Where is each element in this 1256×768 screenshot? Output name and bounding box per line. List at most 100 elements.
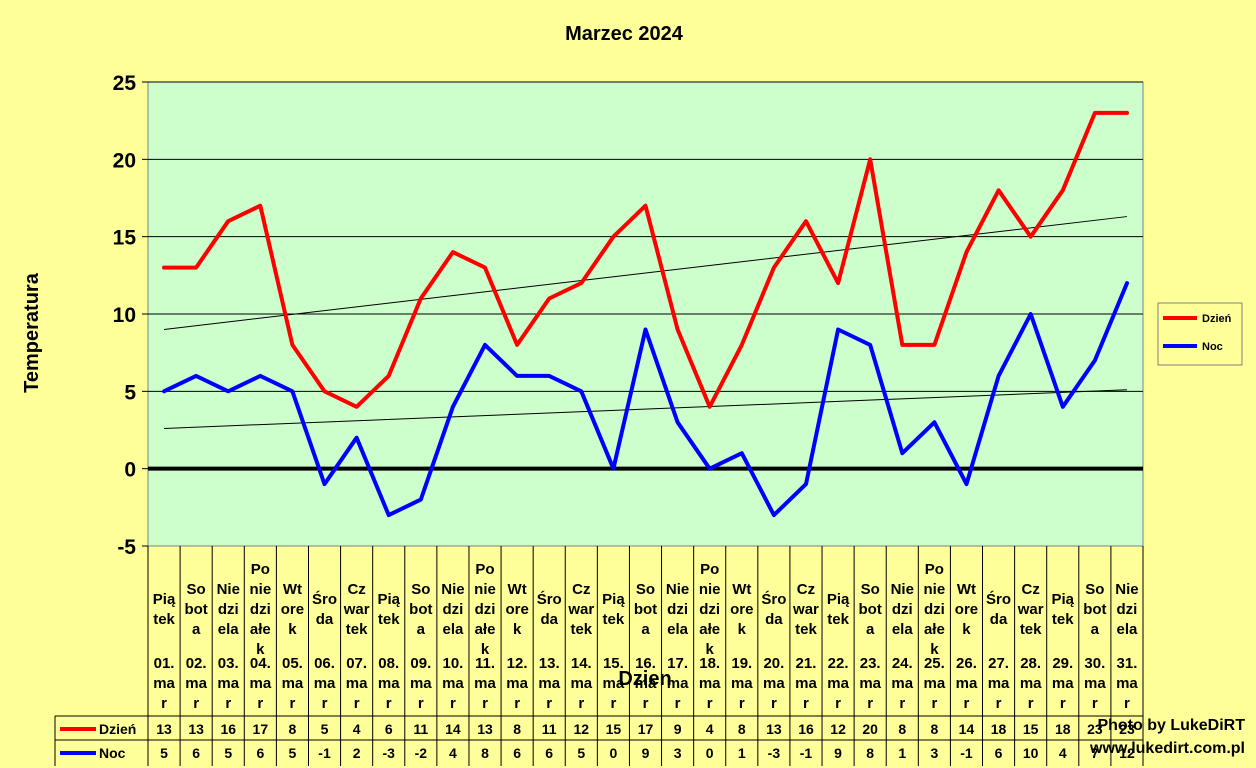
category-tick-label: k [738,621,747,638]
category-tick-label: Pią [153,591,176,608]
table-value-label: 6 [995,745,1003,761]
table-value-label: 11 [413,721,428,737]
category-tick-label: r [739,695,745,712]
category-tick-label: dzi [699,601,720,618]
category-tick-label: a [641,621,650,638]
category-tick-label: Wt [283,581,302,598]
category-tick-label: 22. [828,655,849,672]
category-tick-label: ma [1084,675,1106,692]
y-axis-label: Temperatura [21,272,43,393]
trendlines [163,216,1128,429]
category-tick-label: 18. [699,655,720,672]
category-tick-label: r [675,695,681,712]
series-line-day [162,110,1129,409]
category-tick-label: r [322,695,328,712]
category-tick-label: ma [410,675,432,692]
category-tick-label: ma [891,675,913,692]
category-tick-label: ma [282,675,304,692]
category-tick-label: Wt [732,581,751,598]
category-tick-label: ela [218,621,240,638]
series-lines [162,110,1129,518]
category-tick-label: nie [924,581,946,598]
category-tick-label: k [481,641,490,658]
category-tick-label: r [899,695,905,712]
category-tick-label: Nie [666,581,689,598]
category-tick-label: 10. [442,655,463,672]
table-value-label: 14 [959,721,975,737]
category-tick-label: 04. [250,655,271,672]
category-tick-label: 21. [796,655,817,672]
y-tick-label: -5 [117,536,136,559]
category-tick-label: ma [1116,675,1138,692]
category-tick-label: tek [1020,621,1042,638]
trendline [163,216,1128,330]
category-tick-label: Nie [441,581,464,598]
category-tick-label: war [1017,601,1044,618]
table-value-label: 5 [224,745,232,761]
category-tick-label: a [866,621,875,638]
category-tick-label: Nie [217,581,240,598]
table-value-label: 6 [513,745,521,761]
category-tick-label: k [513,621,522,638]
category-tick-label: ma [185,675,207,692]
category-tick-label: dzi [475,601,496,618]
category-tick-label: ore [730,601,753,618]
category-tick-label: 05. [282,655,303,672]
category-tick-label: r [450,695,456,712]
category-tick-label: r [771,695,777,712]
category-tick-label: ma [442,675,464,692]
table-value-label: 9 [834,745,842,761]
category-tick-label: r [707,695,713,712]
category-tick-label: ma [314,675,336,692]
table-value-label: 9 [642,745,650,761]
table-value-label: -3 [768,745,781,761]
category-tick-label: So [187,581,206,598]
category-tick-label: Cz [347,581,365,598]
category-tick-label: ore [955,601,978,618]
table-value-label: 12 [830,721,846,737]
table-value-label: 8 [898,721,906,737]
table-value-label: 4 [449,745,457,761]
category-tick-label: ma [603,675,625,692]
category-tick-label: Pią [377,591,400,608]
category-tick-label: 26. [956,655,977,672]
y-tick-label: 5 [124,381,136,404]
category-tick-label: r [610,695,616,712]
table-value-label: 8 [866,745,874,761]
category-tick-label: Nie [891,581,914,598]
category-tick-label: ma [988,675,1010,692]
category-tick-label: bot [409,601,432,618]
table-value-label: 6 [385,721,393,737]
category-tick-label: 07. [346,655,367,672]
table-value-label: 20 [862,721,878,737]
table-value-label: 6 [256,745,264,761]
table-value-label: 13 [477,721,493,737]
category-tick-label: r [193,695,199,712]
category-tick-label: ma [378,675,400,692]
category-tick-label: So [861,581,880,598]
category-tick-label: r [835,695,841,712]
category-tick-label: Po [251,561,270,578]
category-tick-label: 29. [1052,655,1073,672]
category-tick-label: ma [763,675,785,692]
category-tick-label: r [482,695,488,712]
table-value-label: 13 [766,721,782,737]
category-tick-label: 14. [571,655,592,672]
category-tick-label: Po [475,561,494,578]
category-tick-label: ma [667,675,689,692]
table-value-label: 5 [577,745,585,761]
category-tick-label: 06. [314,655,335,672]
category-tick-label: ma [538,675,560,692]
category-tick-label: r [225,695,231,712]
category-tick-label: bot [859,601,882,618]
category-tick-label: 02. [186,655,207,672]
category-tick-label: 08. [378,655,399,672]
category-tick-label: da [540,611,558,628]
category-tick-label: 01. [154,655,175,672]
category-tick-label: ma [217,675,239,692]
category-tick-label: ałe [924,621,945,638]
category-tick-label: war [567,601,594,618]
category-tick-label: 13. [539,655,560,672]
category-tick-label: ma [956,675,978,692]
category-tick-label: Śro [312,590,337,608]
